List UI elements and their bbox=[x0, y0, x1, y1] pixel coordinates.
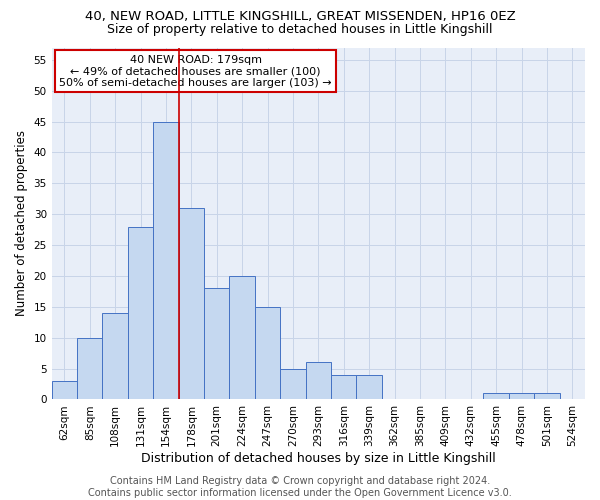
Bar bbox=[103, 313, 128, 400]
Bar bbox=[305, 362, 331, 400]
X-axis label: Distribution of detached houses by size in Little Kingshill: Distribution of detached houses by size … bbox=[141, 452, 496, 465]
Text: Contains HM Land Registry data © Crown copyright and database right 2024.
Contai: Contains HM Land Registry data © Crown c… bbox=[88, 476, 512, 498]
Bar bbox=[52, 381, 77, 400]
Bar bbox=[179, 208, 204, 400]
Bar bbox=[128, 226, 153, 400]
Bar bbox=[331, 375, 356, 400]
Bar bbox=[255, 307, 280, 400]
Bar bbox=[153, 122, 179, 400]
Bar bbox=[280, 368, 305, 400]
Bar bbox=[229, 276, 255, 400]
Bar bbox=[204, 288, 229, 400]
Text: 40 NEW ROAD: 179sqm
← 49% of detached houses are smaller (100)
50% of semi-detac: 40 NEW ROAD: 179sqm ← 49% of detached ho… bbox=[59, 54, 332, 88]
Text: Size of property relative to detached houses in Little Kingshill: Size of property relative to detached ho… bbox=[107, 22, 493, 36]
Text: 40, NEW ROAD, LITTLE KINGSHILL, GREAT MISSENDEN, HP16 0EZ: 40, NEW ROAD, LITTLE KINGSHILL, GREAT MI… bbox=[85, 10, 515, 23]
Bar bbox=[534, 394, 560, 400]
Bar bbox=[77, 338, 103, 400]
Y-axis label: Number of detached properties: Number of detached properties bbox=[15, 130, 28, 316]
Bar bbox=[484, 394, 509, 400]
Bar bbox=[356, 375, 382, 400]
Bar bbox=[509, 394, 534, 400]
